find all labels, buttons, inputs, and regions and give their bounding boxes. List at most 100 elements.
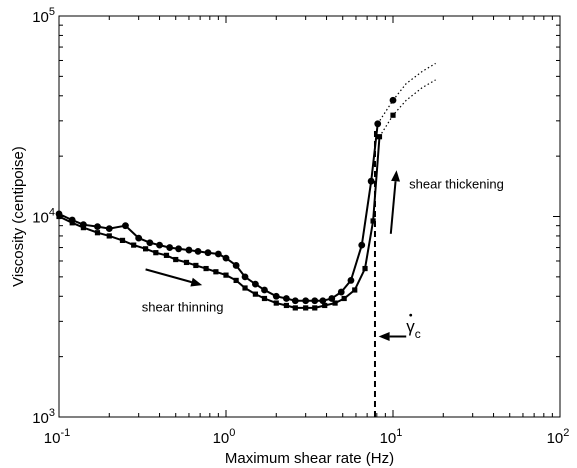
data-point-circle (389, 96, 397, 104)
data-point-circle (122, 222, 129, 230)
data-point-square (131, 242, 137, 248)
series-1 (56, 134, 383, 311)
data-point-square (213, 269, 219, 275)
shear-thinning-arrow-head (190, 277, 203, 287)
data-point-circle (166, 244, 174, 251)
plot-area (59, 16, 560, 417)
tick-label-base: 10 (547, 430, 564, 447)
series-line-dotted (377, 62, 436, 125)
data-point-square (283, 302, 290, 309)
plot-frame (58, 15, 561, 418)
data-point-circle (156, 241, 163, 249)
data-point-circle (194, 247, 202, 255)
data-point-circle (261, 286, 268, 294)
data-point-square (312, 305, 318, 311)
data-point-circle (135, 234, 143, 242)
data-point-square (80, 225, 87, 231)
data-point-square (119, 237, 126, 243)
series-0 (55, 120, 382, 305)
tick-label-base: 10 (32, 9, 49, 26)
data-point-circle (328, 295, 336, 302)
x-tick-label: 102 (547, 427, 570, 447)
tick-label-base: 10 (32, 410, 49, 427)
data-point-circle (302, 297, 310, 305)
critical-rate-arrow (378, 332, 407, 342)
data-point-square (193, 262, 199, 269)
critical-rate-overdot (409, 313, 413, 317)
data-point-circle (367, 177, 375, 185)
data-point-square (106, 233, 112, 239)
data-point-square (273, 300, 279, 306)
data-point-square (94, 230, 101, 236)
critical-rate-subscript: c (415, 327, 421, 341)
series-2 (377, 62, 436, 125)
critical-rate-symbol: γ (406, 317, 415, 336)
tick-label-exponent: 4 (49, 207, 55, 219)
data-point-circle (337, 288, 345, 296)
shear-thickening-arrow (389, 170, 401, 234)
data-point-square (376, 134, 383, 140)
data-point-square (390, 112, 396, 118)
data-point-square (362, 265, 368, 272)
data-point-circle (358, 241, 366, 249)
data-point-circle (347, 277, 355, 284)
tick-label-base: 10 (32, 210, 49, 227)
annotation-layer: shear thinning shear thickening γc (142, 170, 504, 341)
data-point-circle (222, 254, 230, 262)
y-tick-label: 103 (32, 407, 55, 427)
data-point-square (292, 305, 298, 311)
data-point-circle (175, 245, 182, 253)
series-line-dotted (378, 79, 436, 138)
tick-label-exponent: 1 (396, 427, 402, 439)
data-point-circle (311, 297, 319, 305)
data-point-circle (146, 239, 154, 247)
shear-thickening-arrow-head (391, 170, 401, 182)
data-point-circle (291, 297, 299, 305)
shear-thickening-label: shear thickening (409, 176, 504, 191)
data-point-circle (252, 280, 259, 288)
data-point-circle (283, 295, 290, 302)
data-point-square (223, 272, 229, 278)
data-point-square (242, 285, 248, 291)
x-tick-label: 10-1 (44, 427, 70, 447)
data-point-square (303, 305, 309, 311)
shear-thinning-arrow (145, 268, 203, 287)
critical-rate-arrow-head (378, 332, 390, 342)
data-point-square (203, 265, 209, 272)
x-axis-label: Maximum shear rate (Hz) (225, 450, 394, 467)
data-point-circle (94, 223, 101, 231)
data-point-circle (272, 292, 280, 300)
x-tick-label: 100 (213, 427, 236, 447)
tick-label-base: 10 (44, 430, 61, 447)
y-tick-label: 104 (32, 207, 55, 227)
tick-label-exponent: 3 (49, 407, 55, 419)
data-point-circle (241, 273, 249, 281)
tick-label-exponent: -1 (60, 427, 70, 439)
critical-rate-label: γc (406, 317, 421, 341)
tick-label-exponent: 2 (563, 427, 569, 439)
data-point-circle (319, 297, 327, 305)
shear-thickening-arrow-shaft (389, 181, 397, 234)
data-point-square (153, 250, 159, 256)
tick-label-base: 10 (213, 430, 230, 447)
data-point-circle (204, 249, 212, 257)
shear-thinning-label: shear thinning (142, 300, 224, 315)
data-point-square (233, 277, 239, 284)
series-layer (55, 62, 436, 311)
tick-label-exponent: 0 (229, 427, 235, 439)
data-point-square (261, 295, 268, 302)
data-point-circle (232, 262, 240, 269)
data-point-square (332, 300, 338, 306)
data-point-circle (105, 225, 113, 233)
y-tick-label: 105 (32, 6, 55, 26)
series-3 (378, 79, 436, 138)
tick-label-exponent: 5 (49, 6, 55, 18)
data-point-square (352, 287, 358, 293)
data-point-square (173, 256, 179, 263)
data-point-square (341, 295, 347, 302)
shear-thinning-arrow-shaft (145, 268, 192, 284)
y-axis-label: Viscosity (centipoise) (10, 146, 27, 287)
data-point-square (142, 246, 149, 252)
